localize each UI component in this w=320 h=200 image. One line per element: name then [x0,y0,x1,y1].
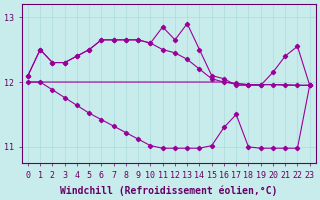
X-axis label: Windchill (Refroidissement éolien,°C): Windchill (Refroidissement éolien,°C) [60,185,277,196]
